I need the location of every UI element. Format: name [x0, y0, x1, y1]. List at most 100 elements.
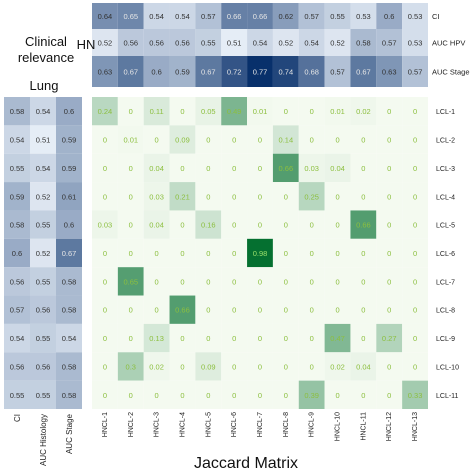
- jaccard-cell: [195, 352, 222, 381]
- jaccard-cell: [169, 267, 196, 296]
- clinical-relevance-label-line1: Clinical: [25, 34, 67, 49]
- jaccard-cell-value: 0: [335, 221, 339, 230]
- lung-cell-value: 0.58: [62, 362, 77, 371]
- lung-cell: [56, 210, 82, 239]
- jaccard-row-label: LCL-5: [436, 223, 455, 230]
- hn-cell: [298, 56, 325, 87]
- jaccard-cell-value: 0: [387, 164, 391, 173]
- jaccard-cell-value: 0: [206, 391, 210, 400]
- jaccard-cell-value: 0.03: [98, 221, 113, 230]
- lung-cell: [4, 352, 30, 381]
- jaccard-cell: [143, 153, 170, 183]
- lung-cell-value: 0.54: [62, 334, 77, 343]
- jaccard-cell-value: 0: [258, 277, 262, 286]
- hn-cell-value: 0.55: [330, 12, 345, 21]
- jaccard-cell: [195, 295, 222, 324]
- jaccard-cell-value: 0: [103, 192, 107, 201]
- lung-cell: [30, 182, 56, 211]
- jaccard-cell-value: 0.04: [356, 362, 371, 371]
- hn-cell: [402, 56, 428, 87]
- lung-cell-value: 0.67: [62, 249, 77, 258]
- jaccard-col-label: HNCL-13: [412, 412, 419, 441]
- lung-cell: [4, 153, 30, 183]
- jaccard-cell: [143, 380, 170, 409]
- hn-cell: [143, 29, 170, 56]
- hn-cell-value: 0.53: [408, 39, 423, 48]
- jaccard-cell: [169, 153, 196, 183]
- hn-clinical-heatmap: 0.64 0.65 0.54 0.54 0.57 0.66 0.66 0.62 0.57 0.55…: [92, 3, 428, 87]
- lung-cell: [4, 182, 30, 211]
- hn-cell: [324, 29, 351, 56]
- hn-cell-value: 0.53: [356, 12, 371, 21]
- jaccard-cell: [324, 267, 351, 296]
- jaccard-cell: [298, 295, 325, 324]
- lung-cell: [56, 97, 82, 126]
- jaccard-cell: [92, 182, 118, 211]
- jaccard-cell: [298, 323, 325, 353]
- hn-cell-value: 0.56: [123, 39, 138, 48]
- jaccard-col-label: HNCL-5: [205, 412, 212, 437]
- jaccard-cell-value: 0: [361, 136, 365, 145]
- hn-cell: [376, 29, 403, 56]
- hn-cell-value: 0.67: [123, 68, 138, 77]
- jaccard-cell-value: 0.39: [304, 391, 319, 400]
- jaccard-cell: [376, 267, 403, 296]
- lung-cell: [56, 125, 82, 154]
- lung-cell-value: 0.59: [62, 164, 77, 173]
- hn-cell: [143, 56, 170, 87]
- jaccard-cell-value: 0: [310, 221, 314, 230]
- lung-cell: [30, 352, 56, 381]
- jaccard-cell: [117, 153, 144, 183]
- lung-cell-value: 0.6: [12, 249, 22, 258]
- jaccard-cell: [169, 97, 196, 126]
- jaccard-cell-value: 0: [310, 249, 314, 258]
- clinical-relevance-label-line2: relevance: [18, 50, 74, 65]
- jaccard-cell-value: 0: [387, 249, 391, 258]
- jaccard-matrix-title: Jaccard Matrix: [194, 455, 298, 472]
- jaccard-cell-value: 0.02: [330, 362, 345, 371]
- jaccard-cell-value: 0: [180, 391, 184, 400]
- hn-cell-value: 0.54: [253, 39, 268, 48]
- hn-cell: [169, 56, 196, 87]
- jaccard-cell-value: 0: [284, 249, 288, 258]
- jaccard-cell-value: 0: [284, 277, 288, 286]
- lung-cell: [30, 380, 56, 409]
- hn-cell-value: 0.57: [201, 12, 216, 21]
- lung-cell: [4, 97, 30, 126]
- lung-cell-value: 0.56: [36, 306, 51, 315]
- jaccard-row-label: LCL-6: [436, 251, 455, 258]
- jaccard-cell: [92, 380, 118, 409]
- jaccard-cell: [92, 238, 118, 268]
- jaccard-cell: [169, 352, 196, 381]
- jaccard-cell-value: 0.02: [149, 362, 164, 371]
- jaccard-row-label: LCL-4: [436, 194, 455, 201]
- jaccard-cell-value: 0: [387, 391, 391, 400]
- jaccard-cell: [272, 153, 299, 183]
- jaccard-cell: [247, 125, 273, 154]
- lung-cell-value: 0.58: [62, 277, 77, 286]
- jaccard-cell: [272, 295, 299, 324]
- jaccard-cell: [272, 182, 299, 211]
- lung-cell: [56, 323, 82, 353]
- jaccard-cell: [324, 182, 351, 211]
- jaccard-cell: [402, 352, 428, 381]
- jaccard-cell: [247, 267, 273, 296]
- jaccard-cell-value: 0: [129, 164, 133, 173]
- jaccard-cell: [247, 153, 273, 183]
- lung-cell: [4, 238, 30, 268]
- jaccard-cell-value: 0: [180, 164, 184, 173]
- jaccard-cell-value: 0.04: [149, 221, 164, 230]
- jaccard-cell: [117, 323, 144, 353]
- jaccard-cell: [143, 295, 170, 324]
- hn-cell: [402, 29, 428, 56]
- hn-cell: [272, 56, 299, 87]
- lung-cell: [30, 210, 56, 239]
- jaccard-cell-value: 0: [206, 136, 210, 145]
- jaccard-col-label: HNCL-9: [309, 412, 316, 437]
- jaccard-cell: [402, 380, 428, 409]
- jaccard-cell: [324, 210, 351, 239]
- jaccard-cell: [221, 153, 248, 183]
- jaccard-cell: [169, 295, 196, 324]
- lung-cell: [4, 323, 30, 353]
- jaccard-cell-value: 0: [413, 362, 417, 371]
